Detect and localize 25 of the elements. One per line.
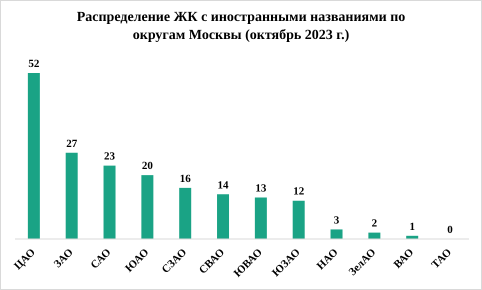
- data-label: 14: [218, 179, 230, 192]
- bar: [141, 175, 154, 239]
- x-tick-label: ЗАО: [52, 246, 76, 270]
- bar: [104, 166, 116, 239]
- x-tick-label: САО: [88, 246, 114, 272]
- bar: [179, 188, 192, 239]
- data-label: 12: [293, 186, 305, 198]
- bar: [254, 198, 267, 239]
- data-label: 20: [142, 160, 154, 172]
- data-label: 27: [66, 138, 78, 150]
- bar: [368, 232, 380, 239]
- bar: [217, 194, 230, 239]
- data-label: 3: [334, 214, 340, 226]
- data-label: 52: [28, 58, 40, 70]
- data-label: 0: [447, 224, 454, 236]
- bar: [66, 152, 78, 239]
- data-label: 13: [255, 182, 267, 194]
- data-label: 2: [372, 218, 378, 230]
- data-label: 23: [104, 150, 116, 163]
- data-label: 1: [409, 220, 415, 233]
- chart-title: Распределение ЖК с иностранными названиями по округам Москвы (октябрь 2023 г.): [76, 9, 406, 45]
- bar: [330, 229, 343, 239]
- bar: [28, 73, 40, 239]
- bar: [292, 200, 305, 239]
- data-label: 16: [180, 172, 192, 185]
